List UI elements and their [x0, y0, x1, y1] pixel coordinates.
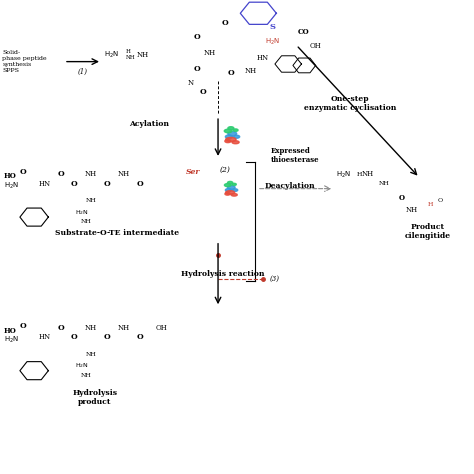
Text: Deacylation: Deacylation — [265, 182, 315, 190]
Text: NH: NH — [84, 171, 97, 178]
Text: NH: NH — [203, 49, 216, 57]
Text: One-step
enzymatic cyclisation: One-step enzymatic cyclisation — [304, 95, 396, 112]
Text: O: O — [70, 334, 77, 341]
Ellipse shape — [228, 185, 235, 190]
Text: NH: NH — [378, 182, 389, 186]
Text: O: O — [137, 180, 143, 188]
Text: O: O — [200, 89, 206, 96]
Text: HN: HN — [39, 180, 51, 188]
Text: $\rm H_2N$: $\rm H_2N$ — [104, 49, 119, 60]
Ellipse shape — [224, 183, 231, 187]
Text: HO: HO — [4, 327, 17, 335]
Text: O: O — [193, 33, 200, 41]
Text: O: O — [70, 180, 77, 188]
Text: $\rm H_2N$: $\rm H_2N$ — [4, 181, 19, 191]
Text: O: O — [20, 322, 27, 330]
Text: Ser: Ser — [186, 168, 200, 175]
Text: Solid-
phase peptide
synthesis
SPPS: Solid- phase peptide synthesis SPPS — [2, 50, 47, 73]
Text: N: N — [188, 79, 193, 87]
Text: NH: NH — [81, 373, 91, 378]
Ellipse shape — [226, 137, 236, 142]
Ellipse shape — [225, 140, 231, 143]
Ellipse shape — [226, 189, 232, 191]
Text: H: H — [428, 202, 433, 207]
Text: Hydrolysis reaction: Hydrolysis reaction — [181, 270, 264, 278]
Text: S: S — [270, 24, 275, 31]
Text: O: O — [58, 171, 64, 178]
Text: NH: NH — [244, 67, 256, 75]
Text: NH: NH — [84, 324, 97, 332]
Ellipse shape — [226, 191, 235, 194]
Text: Hydrolysis
product: Hydrolysis product — [72, 389, 118, 406]
Text: NH: NH — [86, 198, 96, 202]
Text: $\rm H_2N$: $\rm H_2N$ — [4, 335, 19, 346]
Text: HN: HN — [39, 334, 51, 341]
Text: NH: NH — [118, 171, 130, 178]
Text: Product
cilengitide: Product cilengitide — [404, 223, 451, 240]
Text: H: H — [356, 172, 362, 177]
Text: O: O — [103, 180, 110, 188]
Text: O: O — [228, 70, 235, 77]
Text: O: O — [58, 324, 64, 332]
Ellipse shape — [234, 135, 240, 138]
Text: O: O — [137, 334, 143, 341]
Text: O: O — [399, 194, 405, 202]
Ellipse shape — [228, 127, 234, 130]
Text: O: O — [103, 334, 110, 341]
Text: (3): (3) — [269, 275, 279, 283]
Ellipse shape — [228, 131, 237, 136]
Text: NH: NH — [118, 324, 130, 332]
Text: H
NH: H NH — [126, 49, 135, 60]
Ellipse shape — [232, 141, 239, 144]
Text: O: O — [193, 65, 200, 73]
Text: (2): (2) — [220, 166, 230, 173]
Text: O: O — [222, 19, 228, 27]
Text: OH: OH — [310, 43, 321, 50]
Ellipse shape — [225, 192, 230, 195]
Text: HN: HN — [257, 54, 269, 62]
Text: $\rm H_2N$: $\rm H_2N$ — [265, 36, 280, 47]
Ellipse shape — [228, 182, 233, 184]
Text: Acylation: Acylation — [129, 120, 169, 128]
Text: O: O — [438, 198, 442, 202]
Text: $\rm H_2N$: $\rm H_2N$ — [74, 362, 89, 370]
Text: OH: OH — [155, 324, 167, 332]
Ellipse shape — [232, 189, 237, 191]
Text: NH: NH — [137, 51, 149, 58]
Ellipse shape — [231, 193, 237, 196]
Text: $\rm H_2N$: $\rm H_2N$ — [74, 208, 89, 217]
Text: Expressed
thioesterase: Expressed thioesterase — [271, 147, 320, 164]
Ellipse shape — [232, 183, 236, 185]
Ellipse shape — [226, 135, 233, 138]
Text: NH: NH — [405, 206, 418, 213]
Text: O: O — [20, 168, 27, 175]
Text: $\rm H_2N$: $\rm H_2N$ — [336, 169, 351, 180]
Text: HO: HO — [4, 173, 17, 180]
Text: NH: NH — [361, 171, 374, 178]
Text: NH: NH — [81, 219, 91, 224]
Ellipse shape — [224, 129, 232, 133]
Text: NH: NH — [86, 352, 96, 357]
Ellipse shape — [233, 129, 238, 131]
Text: (1): (1) — [78, 68, 88, 76]
Text: CO: CO — [298, 28, 309, 36]
Text: Substrate-O-TE intermediate: Substrate-O-TE intermediate — [55, 229, 180, 237]
